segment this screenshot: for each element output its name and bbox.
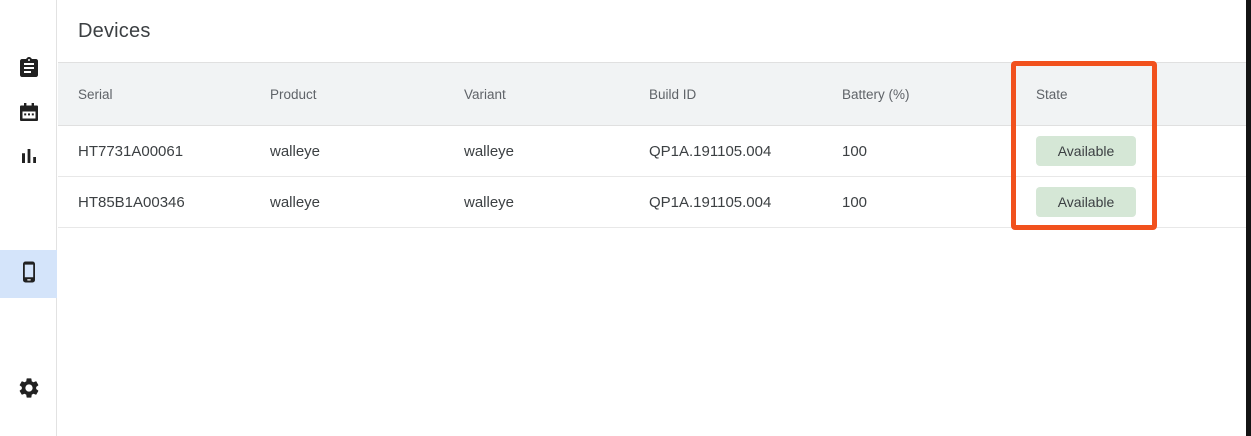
sidebar-item-reports[interactable] [0, 134, 57, 182]
calendar-icon [17, 101, 41, 130]
sidebar [0, 0, 57, 436]
sidebar-item-settings[interactable] [0, 366, 57, 414]
bar-chart-icon [17, 144, 41, 173]
variant-cell: walleye [464, 142, 515, 160]
serial-cell: HT85B1A00346 [78, 193, 185, 211]
column-header-serial: Serial [78, 86, 113, 102]
product-cell: walleye [270, 193, 321, 211]
state-cell: Available [1019, 187, 1251, 217]
table-header-row: Serial Product Variant Build ID Battery … [58, 62, 1251, 126]
column-header-product: Product [270, 86, 317, 102]
battery-cell: 100 [842, 142, 868, 160]
column-header-state: State [1036, 86, 1068, 102]
build-id-cell: QP1A.191105.004 [649, 193, 772, 211]
device-row[interactable]: HT7731A00061 walleye walleye QP1A.191105… [58, 126, 1251, 177]
column-header-build-id: Build ID [649, 86, 697, 102]
battery-cell: 100 [842, 193, 868, 211]
sidebar-item-schedule[interactable] [0, 91, 57, 139]
column-header-variant: Variant [464, 86, 506, 102]
column-header-battery: Battery (%) [842, 86, 910, 102]
assignment-icon [17, 56, 41, 85]
serial-cell: HT7731A00061 [78, 142, 184, 160]
settings-icon [17, 376, 41, 405]
main-content: Devices Serial Product Variant Build ID … [58, 0, 1251, 436]
page-title: Devices [78, 19, 151, 42]
variant-cell: walleye [464, 193, 515, 211]
sidebar-item-devices[interactable] [0, 250, 57, 298]
smartphone-icon [17, 260, 41, 289]
status-badge: Available [1036, 136, 1136, 166]
build-id-cell: QP1A.191105.004 [649, 142, 772, 160]
product-cell: walleye [270, 142, 321, 160]
state-cell: Available [1019, 136, 1251, 166]
devices-table: Serial Product Variant Build ID Battery … [58, 62, 1251, 228]
sidebar-item-tasks[interactable] [0, 46, 57, 94]
device-row[interactable]: HT85B1A00346 walleye walleye QP1A.191105… [58, 177, 1251, 228]
status-badge: Available [1036, 187, 1136, 217]
window-edge-strip [1246, 0, 1251, 436]
